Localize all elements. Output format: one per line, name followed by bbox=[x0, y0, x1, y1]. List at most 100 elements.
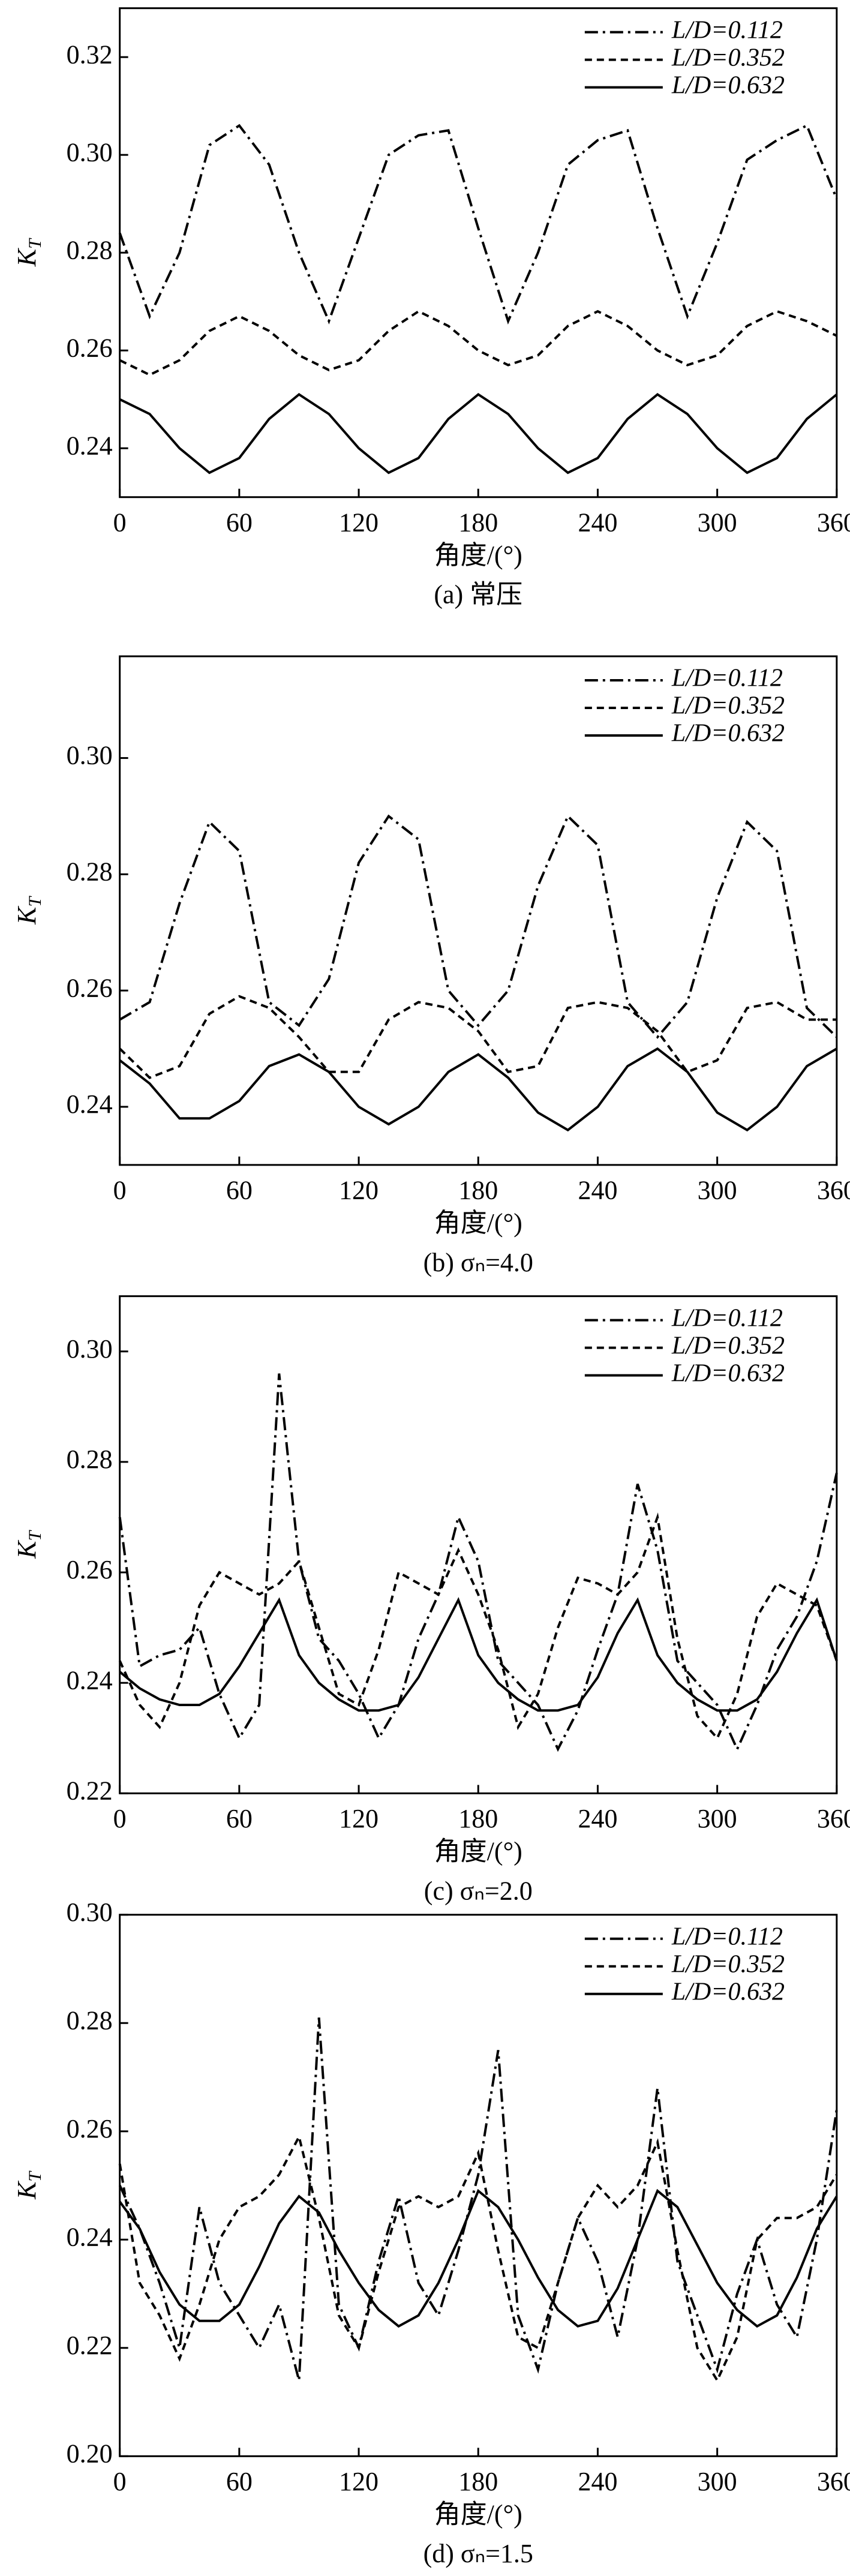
x-tick-label: 240 bbox=[578, 1804, 617, 1833]
y-axis-label: KT bbox=[12, 1530, 45, 1559]
y-axis-subscript: T bbox=[25, 238, 45, 249]
y-axis-symbol: K bbox=[12, 905, 41, 925]
data-line bbox=[119, 310, 837, 377]
y-tick-label: 0.30 bbox=[67, 137, 113, 167]
panel: 0 60 120 180 240 300 360 0.24 0.26 0.28 0.30 L/D=0.… bbox=[12, 655, 850, 1277]
x-tick-label: 300 bbox=[698, 1804, 737, 1833]
x-tick-label: 240 bbox=[578, 508, 617, 537]
x-tick-label: 120 bbox=[339, 508, 379, 537]
data-line bbox=[119, 1597, 838, 1712]
x-tick-label: 300 bbox=[698, 1175, 737, 1205]
y-tick-label: 0.22 bbox=[67, 1776, 113, 1805]
legend-label: L/D=0.352 bbox=[671, 1332, 785, 1359]
data-line bbox=[119, 393, 838, 475]
legend-label: L/D=0.352 bbox=[671, 44, 785, 71]
x-tick-label: 180 bbox=[458, 2467, 498, 2496]
x-tick-label: 360 bbox=[817, 1804, 850, 1833]
caption: (b) σₙ=4.0 bbox=[424, 1248, 533, 1277]
plot-frame bbox=[119, 7, 838, 499]
y-axis-subscript: T bbox=[25, 1530, 45, 1541]
y-axis-symbol: K bbox=[12, 2180, 41, 2200]
data-line bbox=[118, 1373, 838, 1752]
x-tick-label: 120 bbox=[339, 1175, 379, 1205]
y-tick-label: 0.26 bbox=[67, 333, 113, 362]
x-tick-label: 60 bbox=[226, 2467, 253, 2496]
y-tick-label: 0.30 bbox=[67, 1898, 113, 1927]
legend-label: L/D=0.632 bbox=[671, 71, 785, 99]
legend-label: L/D=0.112 bbox=[671, 16, 783, 44]
y-tick-label: 0.28 bbox=[67, 857, 113, 886]
y-tick-label: 0.24 bbox=[67, 1665, 113, 1695]
x-tick-label: 0 bbox=[113, 1804, 127, 1833]
x-tick-label: 240 bbox=[578, 1175, 617, 1205]
x-tick-label: 300 bbox=[698, 508, 737, 537]
panel: 0 60 120 180 240 300 360 0.22 0.24 0.26 0.28 0.30 L/… bbox=[12, 1295, 850, 1905]
y-tick-label: 0.28 bbox=[67, 1445, 113, 1474]
y-tick-label: 0.26 bbox=[67, 1555, 113, 1584]
x-axis-label: 角度/(°) bbox=[434, 1837, 522, 1866]
caption: (c) σₙ=2.0 bbox=[424, 1876, 533, 1905]
legend-label: L/D=0.112 bbox=[671, 665, 783, 692]
data-line bbox=[118, 124, 838, 325]
y-tick-label: 0.26 bbox=[67, 973, 113, 1002]
y-tick-label: 0.22 bbox=[67, 2331, 113, 2360]
data-line bbox=[118, 1512, 838, 1740]
x-axis-label: 角度/(°) bbox=[434, 541, 522, 570]
x-tick-label: 360 bbox=[817, 2467, 850, 2496]
x-tick-label: 120 bbox=[339, 1804, 379, 1833]
x-tick-label: 60 bbox=[226, 1804, 253, 1833]
y-tick-label: 0.30 bbox=[67, 741, 113, 770]
legend-label: L/D=0.632 bbox=[671, 1978, 785, 2005]
data-line bbox=[119, 1047, 837, 1132]
x-tick-label: 240 bbox=[578, 2467, 617, 2496]
y-tick-label: 0.24 bbox=[67, 1089, 113, 1119]
y-axis-symbol: K bbox=[12, 247, 41, 267]
data-line bbox=[118, 2133, 838, 2383]
y-tick-label: 0.20 bbox=[67, 2439, 113, 2468]
x-tick-label: 0 bbox=[113, 508, 127, 537]
x-tick-label: 300 bbox=[698, 2467, 737, 2496]
y-tick-label: 0.24 bbox=[67, 431, 113, 460]
y-axis-subscript: T bbox=[25, 896, 45, 907]
y-axis-subscript: T bbox=[25, 2170, 45, 2182]
x-axis-label: 角度/(°) bbox=[434, 1208, 522, 1238]
legend-label: L/D=0.352 bbox=[671, 1950, 785, 1978]
plot-frame bbox=[119, 655, 838, 1166]
y-axis-symbol: K bbox=[12, 1539, 41, 1559]
x-tick-label: 180 bbox=[458, 1804, 498, 1833]
x-tick-label: 0 bbox=[113, 2467, 127, 2496]
plot-frame bbox=[119, 1295, 838, 1794]
x-tick-label: 360 bbox=[817, 1175, 850, 1205]
y-tick-label: 0.32 bbox=[67, 40, 113, 69]
y-tick-label: 0.28 bbox=[67, 235, 113, 265]
y-tick-label: 0.24 bbox=[67, 2222, 113, 2251]
x-tick-label: 120 bbox=[339, 2467, 379, 2496]
caption: (a) 常压 bbox=[434, 580, 522, 610]
panel: 0 60 120 180 240 300 360 0.24 0.26 0.28 0.30 0.32 L/… bbox=[12, 7, 850, 610]
data-line bbox=[119, 995, 837, 1079]
x-tick-label: 180 bbox=[458, 1175, 498, 1205]
x-axis-label: 角度/(°) bbox=[434, 2500, 522, 2529]
data-line bbox=[119, 2188, 838, 2328]
legend-label: L/D=0.632 bbox=[671, 720, 785, 747]
y-axis-label: KT bbox=[12, 896, 45, 925]
panel: 0 60 120 180 240 300 360 0.20 0.22 0.24 0.26 0.28 0.… bbox=[12, 1898, 850, 2568]
data-line bbox=[119, 814, 838, 1039]
y-axis-label: KT bbox=[12, 2170, 45, 2200]
legend-label: L/D=0.352 bbox=[671, 692, 785, 720]
plot-frame bbox=[119, 1914, 838, 2457]
legend-label: L/D=0.112 bbox=[671, 1304, 783, 1332]
y-tick-label: 0.28 bbox=[67, 2005, 113, 2035]
x-tick-label: 360 bbox=[817, 508, 850, 537]
y-tick-label: 0.30 bbox=[67, 1334, 113, 1364]
legend-label: L/D=0.112 bbox=[671, 1923, 783, 1950]
data-line bbox=[118, 2017, 838, 2381]
x-tick-label: 180 bbox=[458, 508, 498, 537]
x-tick-label: 60 bbox=[226, 1175, 253, 1205]
x-tick-label: 0 bbox=[113, 1175, 127, 1205]
legend-label: L/D=0.632 bbox=[671, 1359, 785, 1387]
x-tick-label: 60 bbox=[226, 508, 253, 537]
y-axis-label: KT bbox=[12, 238, 45, 267]
y-tick-label: 0.26 bbox=[67, 2114, 113, 2143]
